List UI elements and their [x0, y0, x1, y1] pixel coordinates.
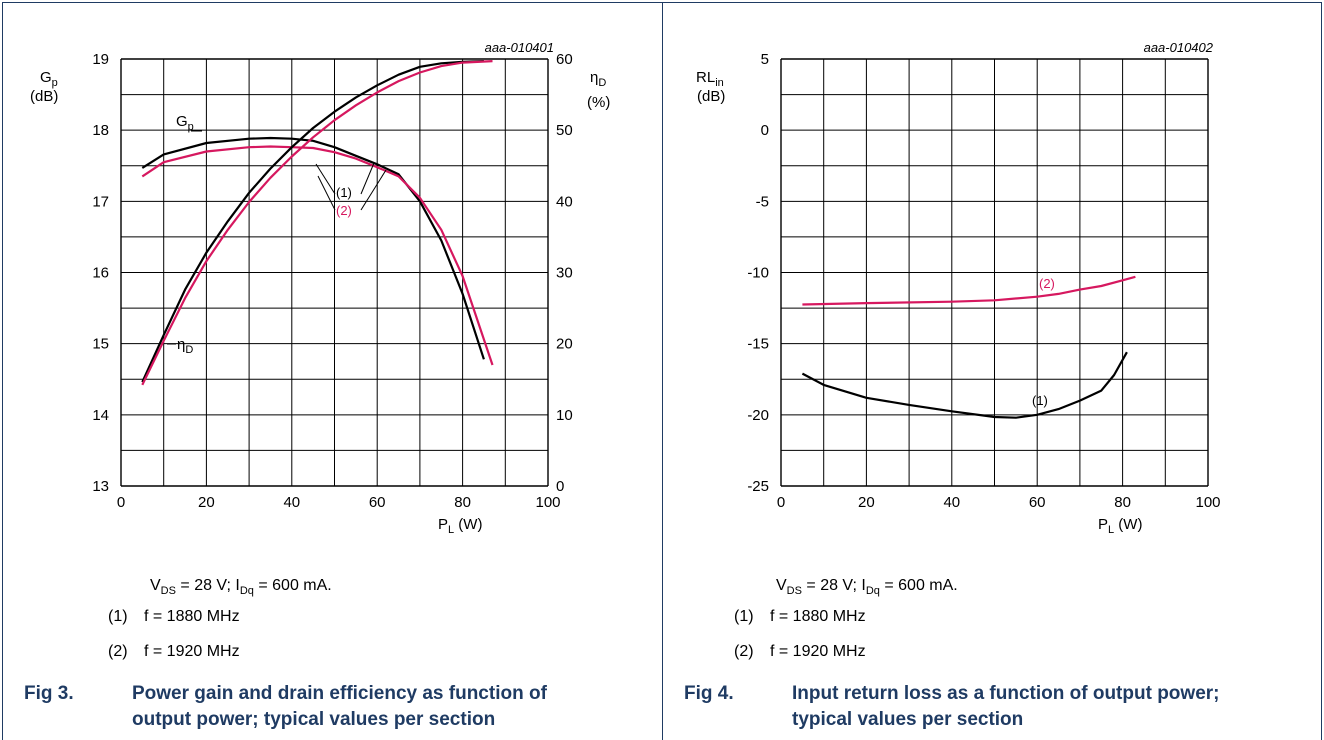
chart2-annotation-2: (2): [1039, 276, 1055, 291]
chart2-x-tick-label: 60: [1029, 494, 1046, 511]
chart1-y-tick-label: 16: [92, 265, 109, 282]
chart2-y-tick-label: -5: [756, 193, 769, 210]
chart1-note-2: (2) f = 1920 MHz: [108, 643, 240, 660]
chart2-y-tick-label: -25: [747, 478, 769, 495]
chart1-y-right-label: ηD: [590, 69, 606, 89]
chart1-y-tick-label: 14: [92, 407, 109, 424]
chart1-y2-tick-label: 50: [556, 122, 573, 139]
chart1-x-tick-label: 60: [369, 494, 386, 511]
chart1-id: aaa-010401: [485, 40, 554, 55]
chart2-note-2: (2) f = 1920 MHz: [734, 643, 866, 660]
chart1-annotation-leader: [360, 162, 375, 195]
chart1-y-tick-label: 19: [92, 51, 109, 68]
chart2-id: aaa-010402: [1144, 40, 1214, 55]
chart2-x-tick-label: 80: [1114, 494, 1131, 511]
chart1-condition: VDS = 28 V; IDq = 600 mA.: [150, 577, 332, 598]
chart1-x-label: PL (W): [438, 516, 482, 536]
chart1-y-tick-label: 17: [92, 193, 109, 210]
chart2-x-tick-label: 40: [943, 494, 960, 511]
chart1-y-left-unit: (dB): [30, 88, 58, 105]
chart1-y2-tick-label: 40: [556, 193, 573, 210]
chart1-x-tick-label: 20: [198, 494, 215, 511]
chart2-y-left-label: RLin: [696, 69, 724, 89]
chart1-y2-tick-label: 20: [556, 336, 573, 353]
chart2-x-label: PL (W): [1098, 516, 1142, 536]
chart1-y2-tick-label: 10: [556, 407, 573, 424]
chart1-x-tick-label: 0: [117, 494, 125, 511]
chart2-y-tick-label: 5: [761, 51, 769, 68]
chart1-series-line-3: [141, 60, 484, 383]
chart1-caption-title: Power gain and drain efficiency as funct…: [132, 683, 547, 730]
chart2-y-tick-label: -20: [747, 407, 769, 424]
chart1-y-left-label: Gp: [40, 69, 58, 89]
chart1-annotation-2: (2): [336, 203, 352, 218]
chart2-x-tick-label: 0: [777, 494, 785, 511]
chart1-y-tick-label: 15: [92, 336, 109, 353]
chart1-series-line-1: [141, 136, 485, 360]
chart1-series-line-2: [141, 145, 494, 366]
chart1-x-tick-label: 80: [454, 494, 471, 511]
chart2-condition: VDS = 28 V; IDq = 600 mA.: [776, 577, 958, 598]
chart2-annotation-1: (1): [1032, 393, 1048, 408]
chart1-x-tick-label: 40: [283, 494, 300, 511]
chart1-y2-tick-label: 30: [556, 265, 573, 282]
chart1-y-right-unit: (%): [587, 94, 610, 111]
chart1-annotation-leader: [360, 169, 387, 211]
chart1-y2-tick-label: 0: [556, 478, 564, 495]
chart2-note-1: (1) f = 1880 MHz: [734, 608, 866, 625]
chart1-x-tick-label: 100: [535, 494, 560, 511]
chart1-series-line-4: [141, 60, 493, 386]
chart2-x-tick-label: 20: [858, 494, 875, 511]
chart2-series-line-1: [801, 351, 1128, 419]
chart2-y-tick-label: 0: [761, 122, 769, 139]
chart1-caption-fig: Fig 3.: [24, 683, 74, 704]
chart2-y-left-unit: (dB): [697, 88, 725, 105]
chart2-y-tick-label: -15: [747, 336, 769, 353]
chart2-y-tick-label: -10: [747, 265, 769, 282]
chart1-annotation-1: (1): [336, 185, 352, 200]
chart2-caption-fig: Fig 4.: [684, 683, 734, 704]
chart1-y2-tick-label: 60: [556, 51, 573, 68]
chart2-series-line-2: [802, 275, 1136, 306]
chart1-y-tick-label: 13: [92, 478, 109, 495]
chart1-note-1: (1) f = 1880 MHz: [108, 608, 240, 625]
chart2-caption-title: Input return loss as a function of outpu…: [792, 683, 1220, 730]
panel-divider: [662, 2, 663, 740]
chart1-annotation-leader: [317, 175, 336, 211]
chart2-x-tick-label: 100: [1195, 494, 1220, 511]
chart1-annotation-etad: ηD: [177, 336, 193, 356]
chart1-annotation-leader: [315, 163, 336, 195]
chart1-y-tick-label: 18: [92, 122, 109, 139]
